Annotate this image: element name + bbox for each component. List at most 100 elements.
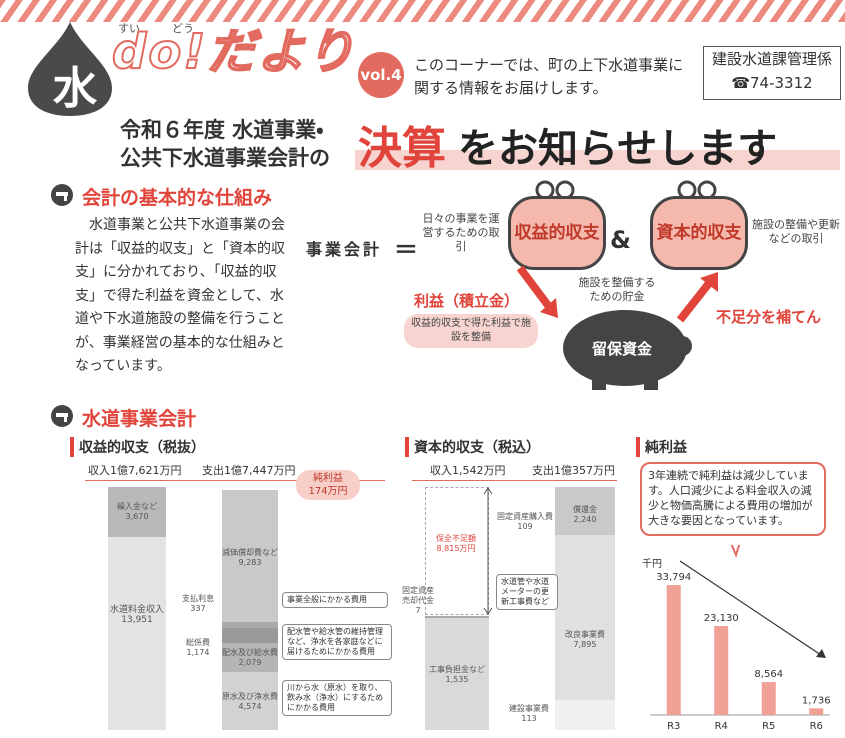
profit-label: 純利益 [313,473,343,484]
profit-label: 利益（積立金） [414,290,519,311]
headline-line: 令和６年度 水道事業・ [120,116,330,144]
item-name: 固定資産売却代金 [402,586,434,605]
supplement-label: 不足分を補てん [716,306,821,327]
profit-value: 174万円 [308,486,347,497]
trend-arrowhead [816,649,826,658]
bar [667,585,681,715]
stack-block [555,535,615,700]
callout: 水道管や水道メーターの更新工事費など [496,574,558,610]
item-name: 償還金 [573,505,597,514]
note-bubble: 3年連続で純利益は減少しています。人口減少による料金収入の減少と物価高騰による費… [640,462,826,536]
trend-arrow [680,561,824,657]
phone: ☎74-3312 [704,71,840,95]
body-text: 水道事業と公共下水道事業の会計は「収益的収支」と「資本的収支」に分かれており、「… [75,214,293,379]
note: 日々の事業を運営するための取引 [420,212,502,254]
item-value: 9,283 [239,558,262,567]
x-tick-label: R5 [762,721,775,732]
item-name: 固定資産購入費 [497,512,553,521]
callout: 川から水（原水）を取り、飲み水（浄水）にするためにかかる費用 [282,680,392,716]
headline-line: 公共下水道事業会計の [120,144,330,172]
bar [809,708,823,715]
expense-total: 支出1億7,447万円 [202,462,296,478]
profit-bubble: 純利益 174万円 [296,470,360,500]
value-label: 23,130 [704,613,739,624]
item-value: 13,951 [121,615,153,625]
callout: 事業全般にかかる費用 [282,592,388,608]
item-name: 総係費 [186,638,210,647]
x-tick-label: R4 [715,721,728,732]
purse: 資本的収支 [650,196,748,270]
item-name: 支払利息 [182,594,214,603]
profit-note: 収益的収支で得た利益で施設を整備 [404,314,538,348]
item-value: 113 [521,714,536,723]
panel-title: 純利益 [636,437,687,457]
contact: 建設水道課管理係 [704,47,840,71]
logo: do!だより [112,12,356,82]
block-label: 配水及び給水費 2,079 [222,648,278,668]
vol-badge: vol.4 [358,52,404,98]
headline-emphasis: 決算 [358,112,446,176]
page: { "header": { "drop_char": "水", "ruby_1"… [0,0,845,738]
value-label: 33,794 [656,572,691,583]
item-value: 1,535 [446,675,469,684]
section-title: 水道事業会計 [82,404,196,431]
intro: このコーナーでは、町の上下水道事業に関する情報をお届けします。 [414,54,694,100]
value-label: 1,736 [802,695,831,706]
faucet-icon [50,404,74,428]
item-value: 4,574 [239,702,262,711]
panel-title: 収益的収支（税抜） [70,437,205,457]
expense-total: 支出1億357万円 [532,462,615,478]
headline-left: 令和６年度 水道事業・ 公共下水道事業会計の [120,116,330,172]
income-total: 収入1,542万円 [430,462,506,478]
headline-rest: をお知らせします [458,116,777,174]
x-tick-label: R6 [810,721,823,732]
item-name: 減価償却費など [222,548,278,557]
item-value: 109 [517,522,532,531]
item-name: 改良事業費 [565,630,605,639]
faucet-icon [50,183,74,207]
item-value: 2,240 [574,515,597,524]
shortfall-name: 保全不足額 [436,534,476,543]
bar [714,626,728,715]
item-value: 2,079 [239,658,262,667]
item-value: 3,670 [126,512,149,521]
range-arrow [483,486,493,616]
item-name: 建設事業費 [509,704,549,713]
drop-char: 水 [45,52,105,116]
profit-chart: 千円33,794R323,130R48,564R51,736R6 [636,545,841,738]
stack-block [222,628,278,643]
diagram-left: 事業会計 [306,236,382,260]
shortfall-value: 8,815万円 [437,544,476,553]
section-title: 会計の基本的な仕組み [82,183,272,210]
ampersand: & [610,226,631,254]
block-label: 建設事業費113 [504,704,554,724]
purse: 収益的収支 [508,196,606,270]
item-name: 工事負担金など [429,665,485,674]
stack-block [555,700,615,730]
note: 施設の整備や更新などの取引 [750,218,842,246]
value-label: 8,564 [754,669,783,680]
item-name: 繰入金など [117,502,157,511]
item-value: 1,174 [187,648,210,657]
pig-label: 留保資金 [592,338,652,359]
x-tick-label: R3 [667,721,680,732]
rule [412,480,617,481]
item-name: 原水及び浄水費 [222,692,278,701]
contact-box: 建設水道課管理係 ☎74-3312 [703,46,841,100]
item-name: 配水及び給水費 [222,648,278,657]
callout: 配水管や給水管の維持管理など、浄水を各家庭などに届けるためにかかる費用 [282,624,392,660]
item-name: 水道料金収入 [110,605,164,615]
bubble-tail [728,545,742,555]
panel-title: 資本的収支（税込） [405,437,540,457]
